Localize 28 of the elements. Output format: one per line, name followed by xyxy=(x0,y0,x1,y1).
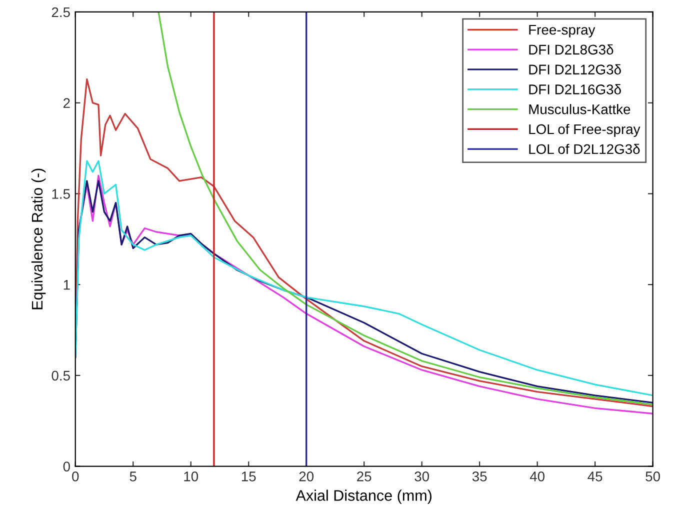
line-series xyxy=(75,78,653,408)
y-tick-label: 2 xyxy=(63,98,70,108)
x-tick-label: 30 xyxy=(414,472,430,482)
x-axis-title: Axial Distance (mm) xyxy=(296,490,432,504)
x-tick-label: 50 xyxy=(646,472,660,482)
y-tick-label: 1 xyxy=(64,280,70,290)
x-tick-label: 45 xyxy=(588,472,602,482)
x-tick-label: 10 xyxy=(184,472,198,482)
legend-label: DFI D2L8G3δ xyxy=(529,44,614,55)
x-tick-label: 15 xyxy=(242,472,256,482)
y-axis-title: Equivalence Ratio (-) xyxy=(31,168,46,310)
legend-label: Musculus-Kattke xyxy=(529,104,630,114)
y-tick-label: 1.5 xyxy=(52,189,70,199)
y-tick-label: 0 xyxy=(63,462,70,472)
legend-label: LOL of D2L12G3δ xyxy=(529,144,640,154)
y-tick-label: 0.5 xyxy=(52,370,70,381)
legend-label: LOL of Free-spray xyxy=(529,124,640,137)
x-tick-label: 35 xyxy=(472,472,487,482)
legend-label: DFI D2L12G3δ xyxy=(529,64,621,74)
x-tick-label: 20 xyxy=(299,472,314,482)
x-tick-label: 0 xyxy=(72,472,79,482)
legend-label: DFI D2L16G3δ xyxy=(529,84,621,94)
line-series xyxy=(158,12,653,406)
legend-label: Free-spray xyxy=(529,24,596,38)
y-tick-label: 2.5 xyxy=(52,7,70,18)
x-tick-label: 40 xyxy=(530,472,545,482)
x-tick-label: 25 xyxy=(357,472,372,482)
x-tick-label: 5 xyxy=(130,472,136,482)
